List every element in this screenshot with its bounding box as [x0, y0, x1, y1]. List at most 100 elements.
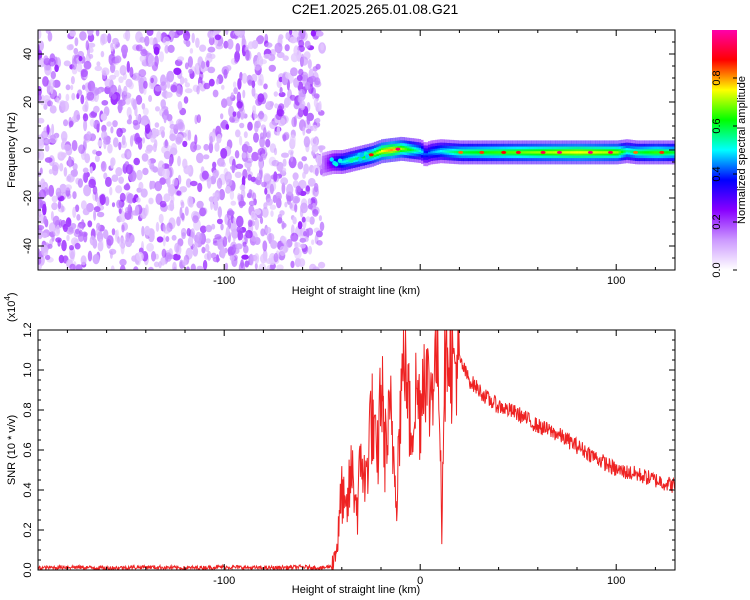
noise-speckle [304, 40, 311, 49]
noise-speckle [243, 131, 248, 139]
noise-speckle [45, 144, 50, 152]
noise-speckle [281, 220, 285, 230]
noise-speckle [269, 121, 277, 129]
noise-speckle [71, 58, 78, 70]
ridge-band-segment [486, 151, 490, 154]
noise-speckle [142, 167, 149, 176]
noise-speckle [135, 94, 143, 105]
noise-speckle [281, 182, 286, 195]
ridge-band-segment [545, 151, 549, 154]
noise-speckle [246, 192, 252, 199]
ridge-peak-spot [608, 150, 613, 154]
noise-speckle [150, 134, 156, 143]
noise-speckle [50, 134, 56, 141]
noise-speckle [38, 86, 42, 97]
ridge-band-segment [406, 148, 410, 151]
ridge-band-segment [465, 151, 469, 154]
noise-speckle [123, 184, 131, 191]
ridge-peak-spot [540, 150, 546, 154]
noise-speckle [110, 42, 114, 49]
ridge-band-segment [442, 150, 445, 153]
ridge-band-segment [536, 151, 539, 154]
noise-speckle [263, 53, 272, 60]
noise-speckle [265, 226, 272, 234]
noise-speckle [138, 69, 147, 78]
noise-speckle [94, 65, 103, 72]
ridge-band-segment [322, 163, 325, 166]
noise-speckle [290, 232, 299, 242]
noise-speckle [189, 180, 198, 187]
noise-speckle [50, 71, 56, 80]
noise-speckle [146, 30, 154, 36]
noise-speckle [191, 32, 195, 44]
noise-speckle [299, 100, 306, 111]
noise-speckle [286, 183, 294, 196]
noise-speckle [82, 104, 88, 112]
noise-speckle [260, 253, 267, 264]
noise-speckle [213, 30, 221, 34]
ridge-band-segment [653, 151, 657, 154]
noise-speckle [38, 189, 47, 200]
noise-speckle [104, 78, 113, 88]
noise-speckle [100, 113, 108, 121]
ridge-band-segment [613, 151, 617, 154]
noise-speckle [222, 236, 228, 248]
ridge-band-segment [324, 162, 328, 165]
noise-speckle [265, 42, 273, 48]
noise-speckle [59, 162, 64, 172]
x-tick-label: 0 [417, 575, 423, 587]
noise-speckle [84, 153, 91, 164]
noise-speckle [208, 78, 215, 87]
noise-speckle [292, 172, 299, 181]
ridge-peak-spot [633, 150, 639, 154]
noise-speckle [171, 234, 177, 241]
noise-speckle [294, 247, 302, 260]
noise-speckle [111, 93, 117, 100]
noise-speckle [162, 36, 171, 46]
noise-speckle [307, 177, 316, 187]
noise-speckle [245, 158, 254, 164]
noise-speckle [48, 169, 53, 175]
noise-speckle [107, 143, 113, 154]
noise-speckle [141, 153, 149, 162]
ridge-band-segment [552, 151, 556, 154]
noise-speckle [254, 253, 260, 264]
noise-speckle [150, 77, 154, 84]
ridge-band-segment [512, 151, 516, 154]
noise-speckle [118, 141, 122, 151]
noise-speckle [141, 103, 146, 110]
snr-y-axis-label: SNR (10 * v/v) [6, 415, 18, 485]
noise-speckle [216, 133, 222, 144]
noise-speckle [41, 244, 49, 257]
noise-speckle [103, 172, 108, 180]
noise-speckle [66, 173, 75, 183]
noise-speckle [62, 223, 68, 233]
noise-speckle [299, 237, 307, 243]
ridge-band-segment [667, 151, 671, 154]
noise-speckle [266, 100, 271, 108]
noise-speckle [278, 34, 284, 40]
y-tick-label: 40 [22, 48, 34, 60]
noise-speckle [128, 114, 132, 121]
noise-speckle [310, 137, 318, 147]
noise-speckle [123, 32, 129, 40]
noise-speckle [135, 44, 143, 52]
noise-speckle [144, 225, 151, 236]
noise-speckle [192, 246, 199, 257]
chart-title: C2E1.2025.265.01.08.G21 [291, 1, 459, 17]
noise-speckle [113, 137, 119, 148]
ridge-band-segment [468, 151, 471, 154]
noise-speckle [176, 190, 182, 196]
noise-speckle [118, 237, 126, 248]
noise-speckle [111, 174, 119, 182]
noise-speckle [115, 167, 123, 177]
noise-speckle [307, 245, 313, 255]
ridge-band-segment [644, 151, 647, 154]
noise-speckle [40, 178, 46, 191]
noise-speckle [154, 181, 163, 192]
ridge-band-segment [566, 151, 570, 154]
noise-speckle [69, 247, 76, 260]
noise-speckle [148, 197, 154, 205]
noise-speckle [272, 194, 277, 204]
noise-speckle [96, 211, 105, 218]
